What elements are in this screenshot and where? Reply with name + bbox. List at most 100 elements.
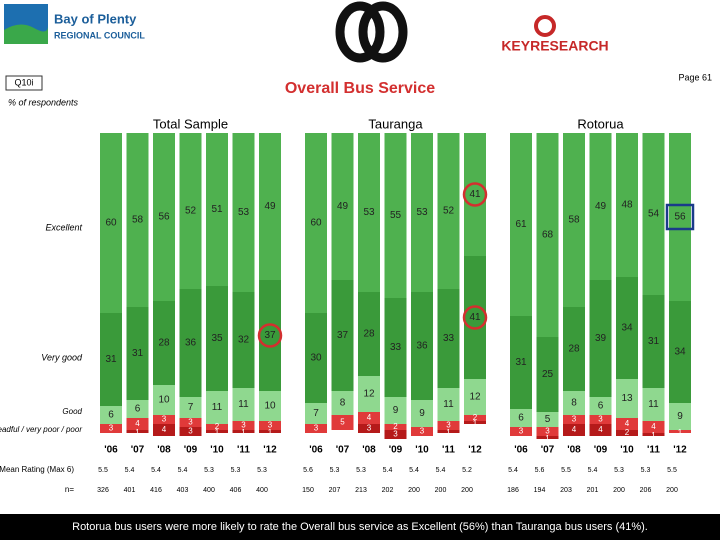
value-label: 48 <box>621 200 633 211</box>
bar-segment <box>232 133 255 292</box>
n-value: 400 <box>256 487 268 494</box>
value-label: 7 <box>188 402 194 413</box>
bar-segment <box>232 292 255 388</box>
mean-value: 5.4 <box>436 467 446 474</box>
bar-segment <box>411 133 433 292</box>
bar-segment <box>384 397 407 424</box>
bar-segment <box>464 379 486 415</box>
bar-segment <box>259 421 281 430</box>
n-value: 203 <box>560 487 572 494</box>
value-label: 53 <box>363 207 375 218</box>
value-label: 28 <box>158 338 170 349</box>
bar-segment <box>153 133 175 301</box>
value-label: 37 <box>264 330 276 341</box>
value-label: 31 <box>132 348 144 359</box>
value-label: 58 <box>568 215 580 226</box>
panel-title: Tauranga <box>368 116 423 131</box>
value-label: 4 <box>162 425 167 434</box>
mean-value: 5.5 <box>667 467 677 474</box>
page-number: Page 61 <box>678 72 712 82</box>
bar-segment <box>589 415 612 424</box>
x-tick-label: '12 <box>263 445 277 456</box>
value-label: 36 <box>185 338 197 349</box>
x-tick-label: '10 <box>620 445 634 456</box>
unit-label: % of respondents <box>8 97 79 107</box>
value-label: 6 <box>135 404 141 415</box>
x-tick-label: '07 <box>336 445 350 456</box>
highlight-circle <box>462 182 488 207</box>
bar-segment <box>384 424 407 430</box>
keyresearch-icon <box>534 15 556 37</box>
bar-segment <box>305 313 327 403</box>
value-label: 28 <box>363 329 375 340</box>
value-label: 9 <box>419 408 425 419</box>
value-label: 52 <box>185 206 197 217</box>
value-label: 41 <box>469 312 481 323</box>
value-label: 36 <box>416 341 428 352</box>
value-label: 1 <box>678 428 683 437</box>
bar-segment <box>358 424 380 433</box>
value-label: 13 <box>621 393 633 404</box>
question-box <box>5 75 43 91</box>
n-value: 202 <box>382 487 394 494</box>
mean-value: 5.4 <box>588 467 598 474</box>
value-label: 31 <box>648 336 660 347</box>
bar-segment <box>437 421 460 430</box>
bar-segment <box>259 133 281 280</box>
bar-segment <box>126 307 149 400</box>
bar-segment <box>153 424 175 436</box>
bar-segment <box>179 397 202 418</box>
value-label: 3 <box>268 421 273 430</box>
value-label: 31 <box>105 354 117 365</box>
highlight-circle <box>257 323 283 348</box>
value-label: 1 <box>268 428 273 437</box>
bar-segment <box>669 133 691 301</box>
bar-segment <box>464 415 486 421</box>
value-label: 11 <box>443 399 454 410</box>
value-label: 5 <box>340 418 345 427</box>
row-label: Good <box>62 407 82 416</box>
value-label: 1 <box>446 428 451 437</box>
x-tick-label: '07 <box>131 445 145 456</box>
value-label: 1 <box>651 431 656 440</box>
x-tick-label: '07 <box>541 445 555 456</box>
n-value: 207 <box>329 487 341 494</box>
x-tick-label: '11 <box>442 445 455 456</box>
bar-segment <box>331 280 354 391</box>
value-label: 6 <box>108 410 114 421</box>
value-label: 56 <box>158 212 170 223</box>
n-value: 416 <box>150 487 162 494</box>
bar-segment <box>669 301 691 403</box>
value-label: 6 <box>598 401 604 412</box>
n-value: 401 <box>124 487 136 494</box>
bar-segment <box>642 295 665 388</box>
mean-value: 5.6 <box>303 467 313 474</box>
value-label: 49 <box>337 201 349 212</box>
mean-value: 5.3 <box>257 467 267 474</box>
value-label: 4 <box>135 419 140 428</box>
x-tick-label: '12 <box>673 445 687 456</box>
x-tick-label: '11 <box>237 445 250 456</box>
value-label: 53 <box>416 207 428 218</box>
value-label: 3 <box>446 421 451 430</box>
bar-segment <box>437 133 460 289</box>
n-value: 200 <box>408 487 420 494</box>
value-label: 34 <box>674 347 686 358</box>
bar-segment <box>206 286 228 391</box>
bar-segment <box>536 133 559 337</box>
value-label: 6 <box>518 413 524 424</box>
mean-value: 5.5 <box>561 467 571 474</box>
value-label: 9 <box>393 405 399 416</box>
value-label: 1 <box>545 434 550 443</box>
value-label: 8 <box>340 398 346 409</box>
mean-value: 5.4 <box>178 467 188 474</box>
bar-segment <box>536 412 559 427</box>
bar-segment <box>563 307 585 391</box>
n-value: 200 <box>435 487 447 494</box>
value-label: 4 <box>598 425 603 434</box>
n-label: n= <box>65 485 74 494</box>
bar-segment <box>437 388 460 421</box>
x-tick-label: '12 <box>468 445 482 456</box>
value-label: 4 <box>367 413 372 422</box>
value-label: 5 <box>545 414 551 425</box>
